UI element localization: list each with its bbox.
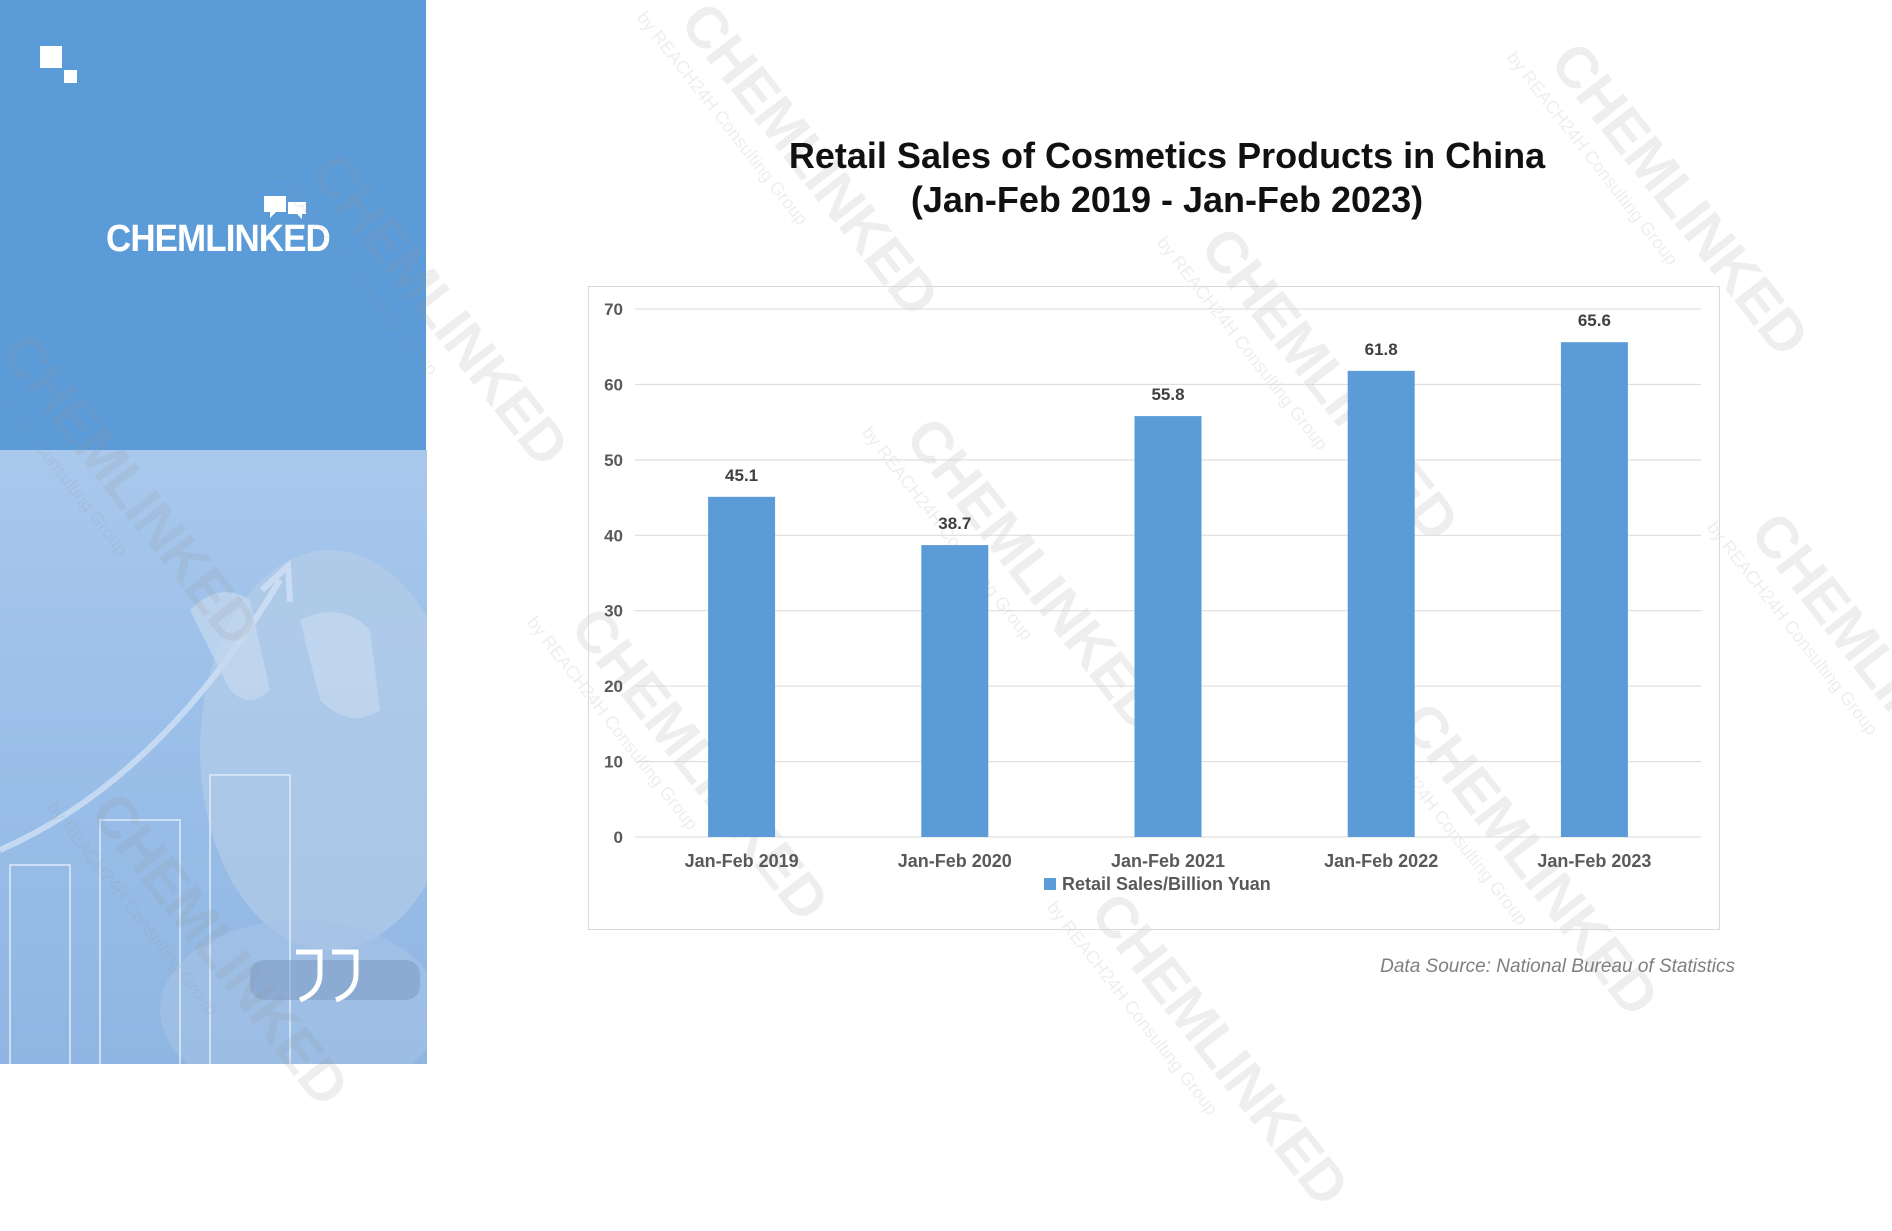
y-tick-label: 50 [604, 451, 623, 470]
x-tick-label: Jan-Feb 2019 [685, 851, 799, 871]
data-label: 45.1 [725, 466, 758, 485]
data-label: 38.7 [938, 514, 971, 533]
brand-logo: CHEMLINKED [106, 218, 331, 260]
legend-label: Retail Sales/Billion Yuan [1062, 874, 1271, 894]
x-tick-label: Jan-Feb 2021 [1111, 851, 1225, 871]
y-tick-label: 60 [604, 375, 623, 394]
bar [708, 496, 776, 837]
x-tick-label: Jan-Feb 2020 [898, 851, 1012, 871]
chat-bubbles-icon [264, 196, 306, 219]
bar-chart: 0 10 20 30 40 50 60 70 45.1 Jan-Feb 2019 38.7 Jan-F… [604, 300, 1701, 894]
y-tick-label: 10 [604, 753, 623, 772]
bar [921, 545, 989, 837]
left-panel: CHEMLINKED [0, 0, 426, 450]
bar [1134, 416, 1202, 837]
legend-swatch [1044, 878, 1056, 890]
chart-title-line1: Retail Sales of Cosmetics Products in Ch… [788, 135, 1546, 176]
data-source: Data Source: National Bureau of Statisti… [1380, 956, 1735, 977]
quote-icon [296, 949, 359, 1003]
y-tick-label: 20 [604, 677, 623, 696]
data-label: 65.6 [1578, 311, 1611, 330]
growth-illustration [0, 550, 427, 1064]
x-tick-label: Jan-Feb 2023 [1537, 851, 1651, 871]
bar [1560, 342, 1628, 837]
y-tick-label: 0 [614, 828, 623, 847]
chart-frame: 0 10 20 30 40 50 60 70 45.1 Jan-Feb 2019 38.7 Jan-F… [588, 286, 1720, 930]
x-tick-label: Jan-Feb 2022 [1324, 851, 1438, 871]
hero-image [0, 450, 427, 1064]
data-label: 55.8 [1151, 385, 1184, 404]
bar [1347, 370, 1415, 837]
squares-logo-icon [40, 46, 80, 86]
chart-title-line2: (Jan-Feb 2019 - Jan-Feb 2023) [910, 179, 1424, 220]
data-label: 61.8 [1365, 340, 1398, 359]
y-tick-label: 40 [604, 526, 623, 545]
y-tick-label: 30 [604, 602, 623, 621]
chart-title: Retail Sales of Cosmetics Products in Ch… [430, 134, 1892, 222]
y-tick-label: 70 [604, 300, 623, 319]
